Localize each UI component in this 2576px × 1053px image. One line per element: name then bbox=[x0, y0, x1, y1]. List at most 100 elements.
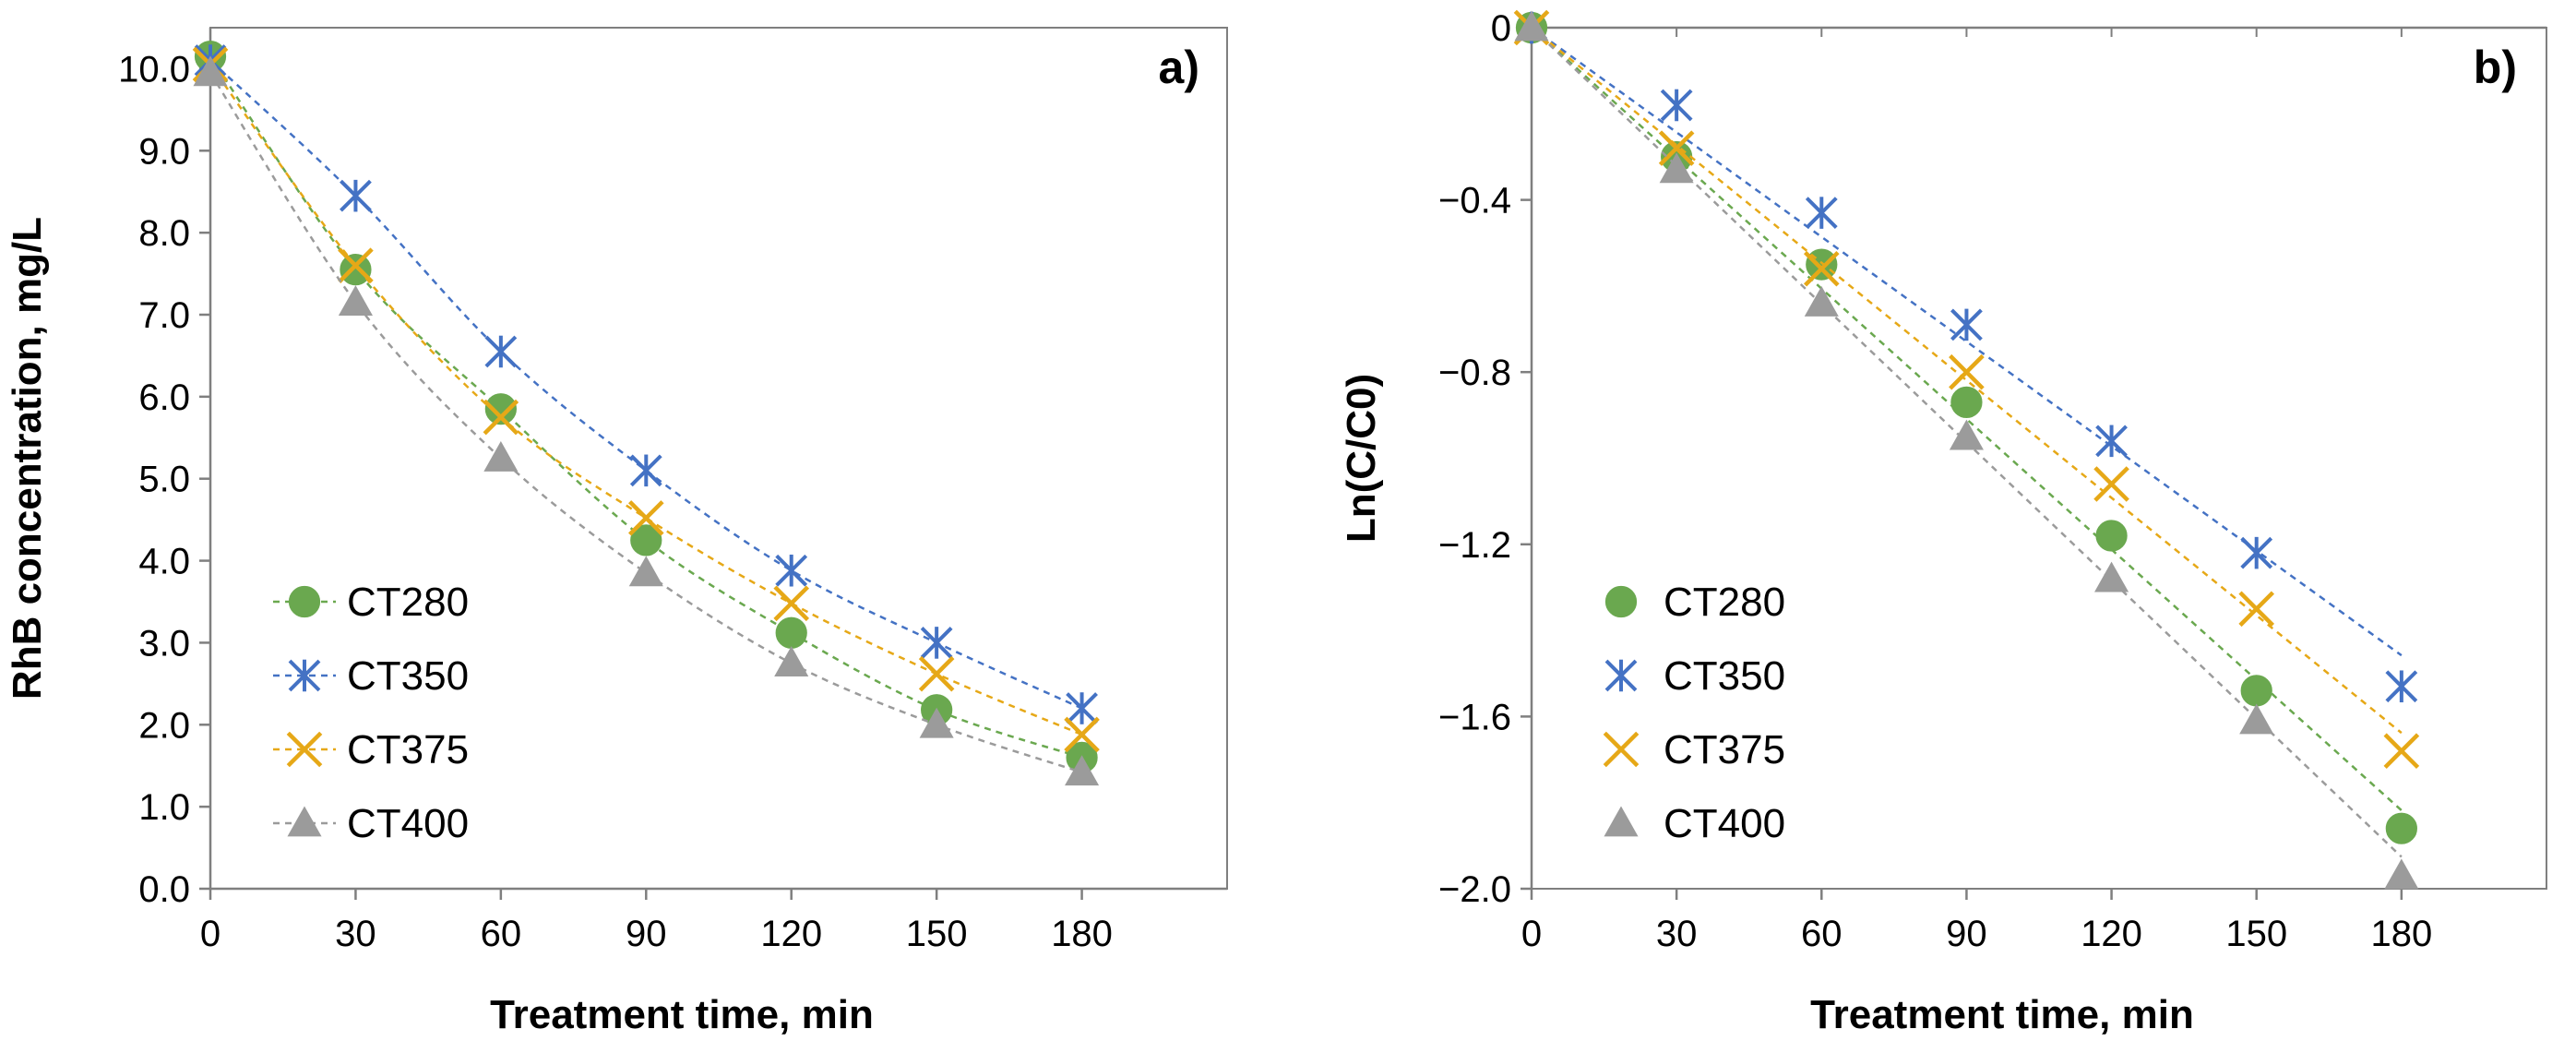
data-point-ct280 bbox=[630, 524, 662, 556]
legend-label: CT350 bbox=[1664, 653, 1785, 699]
data-point-ct280 bbox=[2385, 812, 2417, 844]
data-point-ct375 bbox=[338, 247, 374, 283]
legend-marker bbox=[287, 806, 322, 837]
y-tick-label: −1.6 bbox=[1438, 697, 1511, 737]
legend-item-ct400: CT400 bbox=[273, 801, 469, 846]
data-point-ct400 bbox=[2094, 561, 2129, 592]
data-point-ct400 bbox=[1514, 10, 1549, 42]
legend-label: CT375 bbox=[1664, 727, 1785, 772]
x-tick-label: 0 bbox=[200, 914, 221, 954]
data-point-ct350 bbox=[1805, 197, 1838, 229]
x-axis-title: Treatment time, min bbox=[1810, 992, 2194, 1037]
y-tick-label: 2.0 bbox=[138, 705, 190, 746]
y-tick-label: 0 bbox=[1491, 8, 1511, 49]
y-tick-label: −0.4 bbox=[1438, 181, 1511, 221]
data-point-ct400 bbox=[774, 646, 809, 676]
data-point-ct350 bbox=[2095, 425, 2128, 458]
trendline-ct350 bbox=[1531, 26, 2403, 657]
y-tick-label: 4.0 bbox=[138, 542, 190, 582]
x-tick-label: 90 bbox=[626, 914, 667, 954]
data-point-ct400 bbox=[338, 285, 373, 317]
data-point-ct375 bbox=[1064, 716, 1100, 753]
y-tick-label: 5.0 bbox=[138, 460, 190, 500]
data-point-ct280 bbox=[2240, 675, 2272, 707]
legend-item-ct280: CT280 bbox=[273, 580, 469, 625]
y-tick-label: 9.0 bbox=[138, 131, 190, 172]
y-tick-label: 0.0 bbox=[138, 869, 190, 910]
data-point-ct280 bbox=[2095, 520, 2128, 552]
data-point-ct350 bbox=[1066, 692, 1098, 724]
data-point-ct400 bbox=[1804, 286, 1839, 317]
legend-item-ct280: CT280 bbox=[1604, 580, 1785, 625]
data-point-ct280 bbox=[340, 254, 372, 286]
data-point-ct350 bbox=[629, 454, 662, 487]
data-point-ct375 bbox=[2093, 466, 2129, 502]
y-axis-title: RhB concentration, mg/L bbox=[5, 217, 50, 700]
data-point-ct280 bbox=[1806, 248, 1838, 281]
data-point-ct350 bbox=[775, 554, 808, 587]
legend-item-ct375: CT375 bbox=[273, 727, 469, 772]
panel-label: b) bbox=[2474, 42, 2517, 93]
x-tick-label: 30 bbox=[335, 914, 376, 954]
series-ct350 bbox=[1515, 11, 2418, 703]
y-tick-label: 8.0 bbox=[138, 213, 190, 254]
panel-a-concentration-chart: 0.0 1.0 2.0 3.0 4.0 5.0 6.0 7.0 8.0 9.0 10.0 0 30 60 9… bbox=[5, 27, 1228, 1037]
series-ct400 bbox=[1514, 10, 2419, 890]
legend-label: CT280 bbox=[347, 580, 469, 625]
x-tick-label: 60 bbox=[1801, 914, 1843, 954]
trendline-ct400 bbox=[209, 72, 1082, 774]
trendline-ct280 bbox=[209, 55, 1082, 760]
data-point-ct400 bbox=[1949, 419, 1984, 450]
x-tick-label: 150 bbox=[2225, 914, 2287, 954]
legend-item-ct400: CT400 bbox=[1604, 801, 1785, 846]
data-point-ct375 bbox=[483, 399, 519, 436]
data-point-ct400 bbox=[193, 55, 228, 87]
y-tick-label: 1.0 bbox=[138, 787, 190, 828]
y-tick-label: 3.0 bbox=[138, 623, 190, 664]
legend-label: CT350 bbox=[347, 653, 469, 699]
x-tick-label: 180 bbox=[1051, 914, 1113, 954]
data-point-ct400 bbox=[1659, 152, 1694, 184]
data-point-ct350 bbox=[2240, 536, 2273, 569]
series-ct280 bbox=[194, 40, 1098, 773]
data-point-ct400 bbox=[1065, 755, 1100, 786]
series-ct400 bbox=[193, 55, 1100, 786]
legend: CT280 CT350 CT375 CT400 bbox=[1603, 580, 1785, 846]
data-point-ct400 bbox=[919, 707, 954, 738]
series-ct375 bbox=[192, 46, 1100, 753]
x-axis-title: Treatment time, min bbox=[490, 992, 874, 1037]
data-point-ct280 bbox=[484, 393, 517, 425]
legend-marker bbox=[1604, 806, 1639, 837]
data-point-ct375 bbox=[1949, 353, 1985, 390]
data-point-ct400 bbox=[2239, 703, 2274, 735]
data-point-ct375 bbox=[627, 500, 664, 536]
x-tick-label: 30 bbox=[1656, 914, 1698, 954]
data-point-ct350 bbox=[1660, 89, 1693, 122]
data-point-ct280 bbox=[775, 616, 807, 649]
legend-item-ct350: CT350 bbox=[1604, 653, 1785, 699]
legend-marker bbox=[288, 659, 321, 692]
data-point-ct375 bbox=[918, 655, 955, 692]
legend-marker bbox=[1603, 731, 1640, 768]
legend-item-ct375: CT375 bbox=[1603, 727, 1785, 772]
y-tick-label: 7.0 bbox=[138, 295, 190, 336]
legend-item-ct350: CT350 bbox=[273, 653, 469, 699]
y-axis-title: Ln(C/C0) bbox=[1339, 374, 1384, 543]
legend-label: CT400 bbox=[1664, 801, 1785, 846]
legend-marker bbox=[288, 585, 321, 618]
y-tick-label: 10.0 bbox=[118, 49, 190, 90]
data-point-ct375 bbox=[773, 585, 810, 622]
legend-marker bbox=[286, 731, 323, 768]
legend-marker bbox=[1604, 585, 1638, 618]
y-tick-label: 6.0 bbox=[138, 377, 190, 418]
trendline-ct375 bbox=[209, 64, 1083, 736]
data-point-ct400 bbox=[628, 556, 663, 587]
series-ct350 bbox=[194, 44, 1098, 724]
data-point-ct400 bbox=[483, 440, 519, 472]
legend-label: CT400 bbox=[347, 801, 469, 846]
data-point-ct350 bbox=[484, 335, 518, 368]
legend-marker bbox=[1604, 659, 1638, 692]
data-point-ct280 bbox=[1950, 386, 1983, 418]
